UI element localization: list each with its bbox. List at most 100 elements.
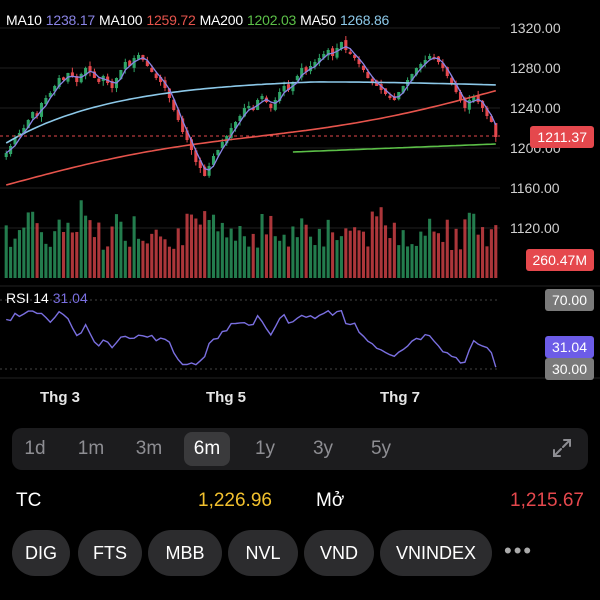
more-icon[interactable]: ••• (504, 538, 534, 563)
volume-bar (110, 226, 114, 278)
ma50-value: 1268.86 (339, 12, 390, 28)
volume-bar (366, 246, 370, 278)
candle-body (494, 123, 498, 137)
volume-bar (401, 230, 405, 278)
candle-body (119, 70, 123, 79)
volume-bar (26, 212, 30, 278)
volume-bar (432, 231, 436, 278)
chip-dig[interactable]: DIG (12, 530, 70, 576)
volume-bar (17, 230, 21, 278)
tc-value: 1,226.96 (198, 490, 272, 511)
chip-vnd[interactable]: VND (304, 530, 374, 576)
volume-bar (494, 225, 498, 278)
volume-bar (441, 241, 445, 278)
chip-nvl[interactable]: NVL (228, 530, 298, 576)
candle-body (57, 78, 61, 88)
range-1y[interactable]: 1y (254, 438, 276, 459)
candle-body (79, 74, 83, 83)
candle-body (286, 84, 291, 90)
candle-body (370, 78, 374, 82)
candle-body (441, 63, 445, 68)
chip-fts[interactable]: FTS (78, 530, 142, 576)
volume-bar (128, 246, 132, 278)
volume-bar (414, 245, 418, 278)
chip-mbb[interactable]: MBB (148, 530, 222, 576)
range-6m[interactable]: 6m (184, 432, 230, 466)
candle-body (357, 59, 361, 64)
volume-bar (75, 231, 79, 278)
price-chart[interactable]: 1320.001280.001240.001200.001160.001120.… (0, 0, 600, 420)
volume-bar (467, 212, 471, 278)
candle-body (304, 67, 308, 72)
candle-body (278, 92, 282, 102)
candle-body (335, 48, 339, 58)
range-1m[interactable]: 1m (77, 438, 105, 459)
candle-body (136, 55, 141, 60)
candle-body (260, 96, 264, 100)
candle-body (44, 98, 48, 105)
ma100-value: 1259.72 (146, 12, 196, 28)
candle-body (472, 96, 476, 102)
chip-vnindex[interactable]: VNINDEX (380, 530, 492, 576)
volume-bar (185, 213, 189, 278)
volume-bar (9, 246, 13, 278)
volume-bar (242, 236, 246, 278)
volume-bar (181, 245, 185, 278)
ma100-line (5, 89, 497, 186)
ma10-label: MA10 (6, 12, 42, 28)
volume-bar (203, 211, 207, 278)
candlesticks (4, 36, 498, 178)
volume-bar (216, 231, 220, 278)
rsi-upper-tag: 70.00 (544, 289, 594, 311)
range-3m[interactable]: 3m (135, 438, 163, 459)
volume-bar (481, 227, 485, 278)
candle-body (128, 60, 132, 66)
volume-bar (132, 216, 136, 278)
candle-body (22, 128, 26, 135)
volume-bar (445, 219, 449, 278)
rsi-lower-tag: 30.00 (544, 358, 594, 380)
candle-body (53, 86, 57, 92)
range-selector: 1d 1m 3m 6m 1y 3y 5y (12, 428, 588, 470)
volume-bar (159, 236, 163, 278)
candle-body (339, 42, 343, 50)
volume-bar (35, 223, 39, 278)
volume-bar (295, 237, 299, 278)
volume-bar (335, 240, 339, 278)
candle-body (428, 56, 432, 60)
candle-body (154, 73, 158, 78)
volume-bar (150, 233, 154, 278)
range-5y[interactable]: 5y (370, 438, 392, 459)
ma10-value: 1238.17 (45, 12, 95, 28)
tc-label: TC (16, 490, 42, 511)
expand-icon[interactable] (550, 436, 574, 460)
volume-bar (388, 238, 392, 278)
volume-bar (66, 222, 70, 278)
candle-body (375, 80, 379, 86)
range-1d[interactable]: 1d (24, 438, 46, 459)
range-3y[interactable]: 3y (312, 438, 334, 459)
volume-bar (344, 228, 348, 278)
candle-body (481, 100, 485, 108)
price-tick-label: 1120.00 (510, 220, 560, 236)
x-label-mar: Thg 3 (40, 389, 80, 406)
volume-bar (300, 218, 304, 278)
candle-body (322, 54, 326, 58)
volume-bar (198, 224, 202, 278)
volume-bar (375, 216, 379, 278)
volume-bar (309, 236, 313, 278)
candle-body (273, 100, 277, 110)
ma-legend: MA10 1238.17 MA100 1259.72 MA200 1202.03 MA50 1… (6, 12, 393, 28)
volume-bar (88, 220, 92, 278)
candle-body (220, 142, 224, 149)
candle-body (26, 120, 30, 129)
volume-bar (92, 237, 96, 278)
candle-body (300, 68, 304, 78)
volume-bar (322, 246, 326, 278)
candle-body (207, 166, 211, 176)
volume-bar (57, 219, 61, 278)
volume-bar (256, 247, 260, 278)
volume-bar (53, 231, 57, 278)
candle-body (132, 58, 136, 68)
volume-bar (211, 214, 216, 278)
